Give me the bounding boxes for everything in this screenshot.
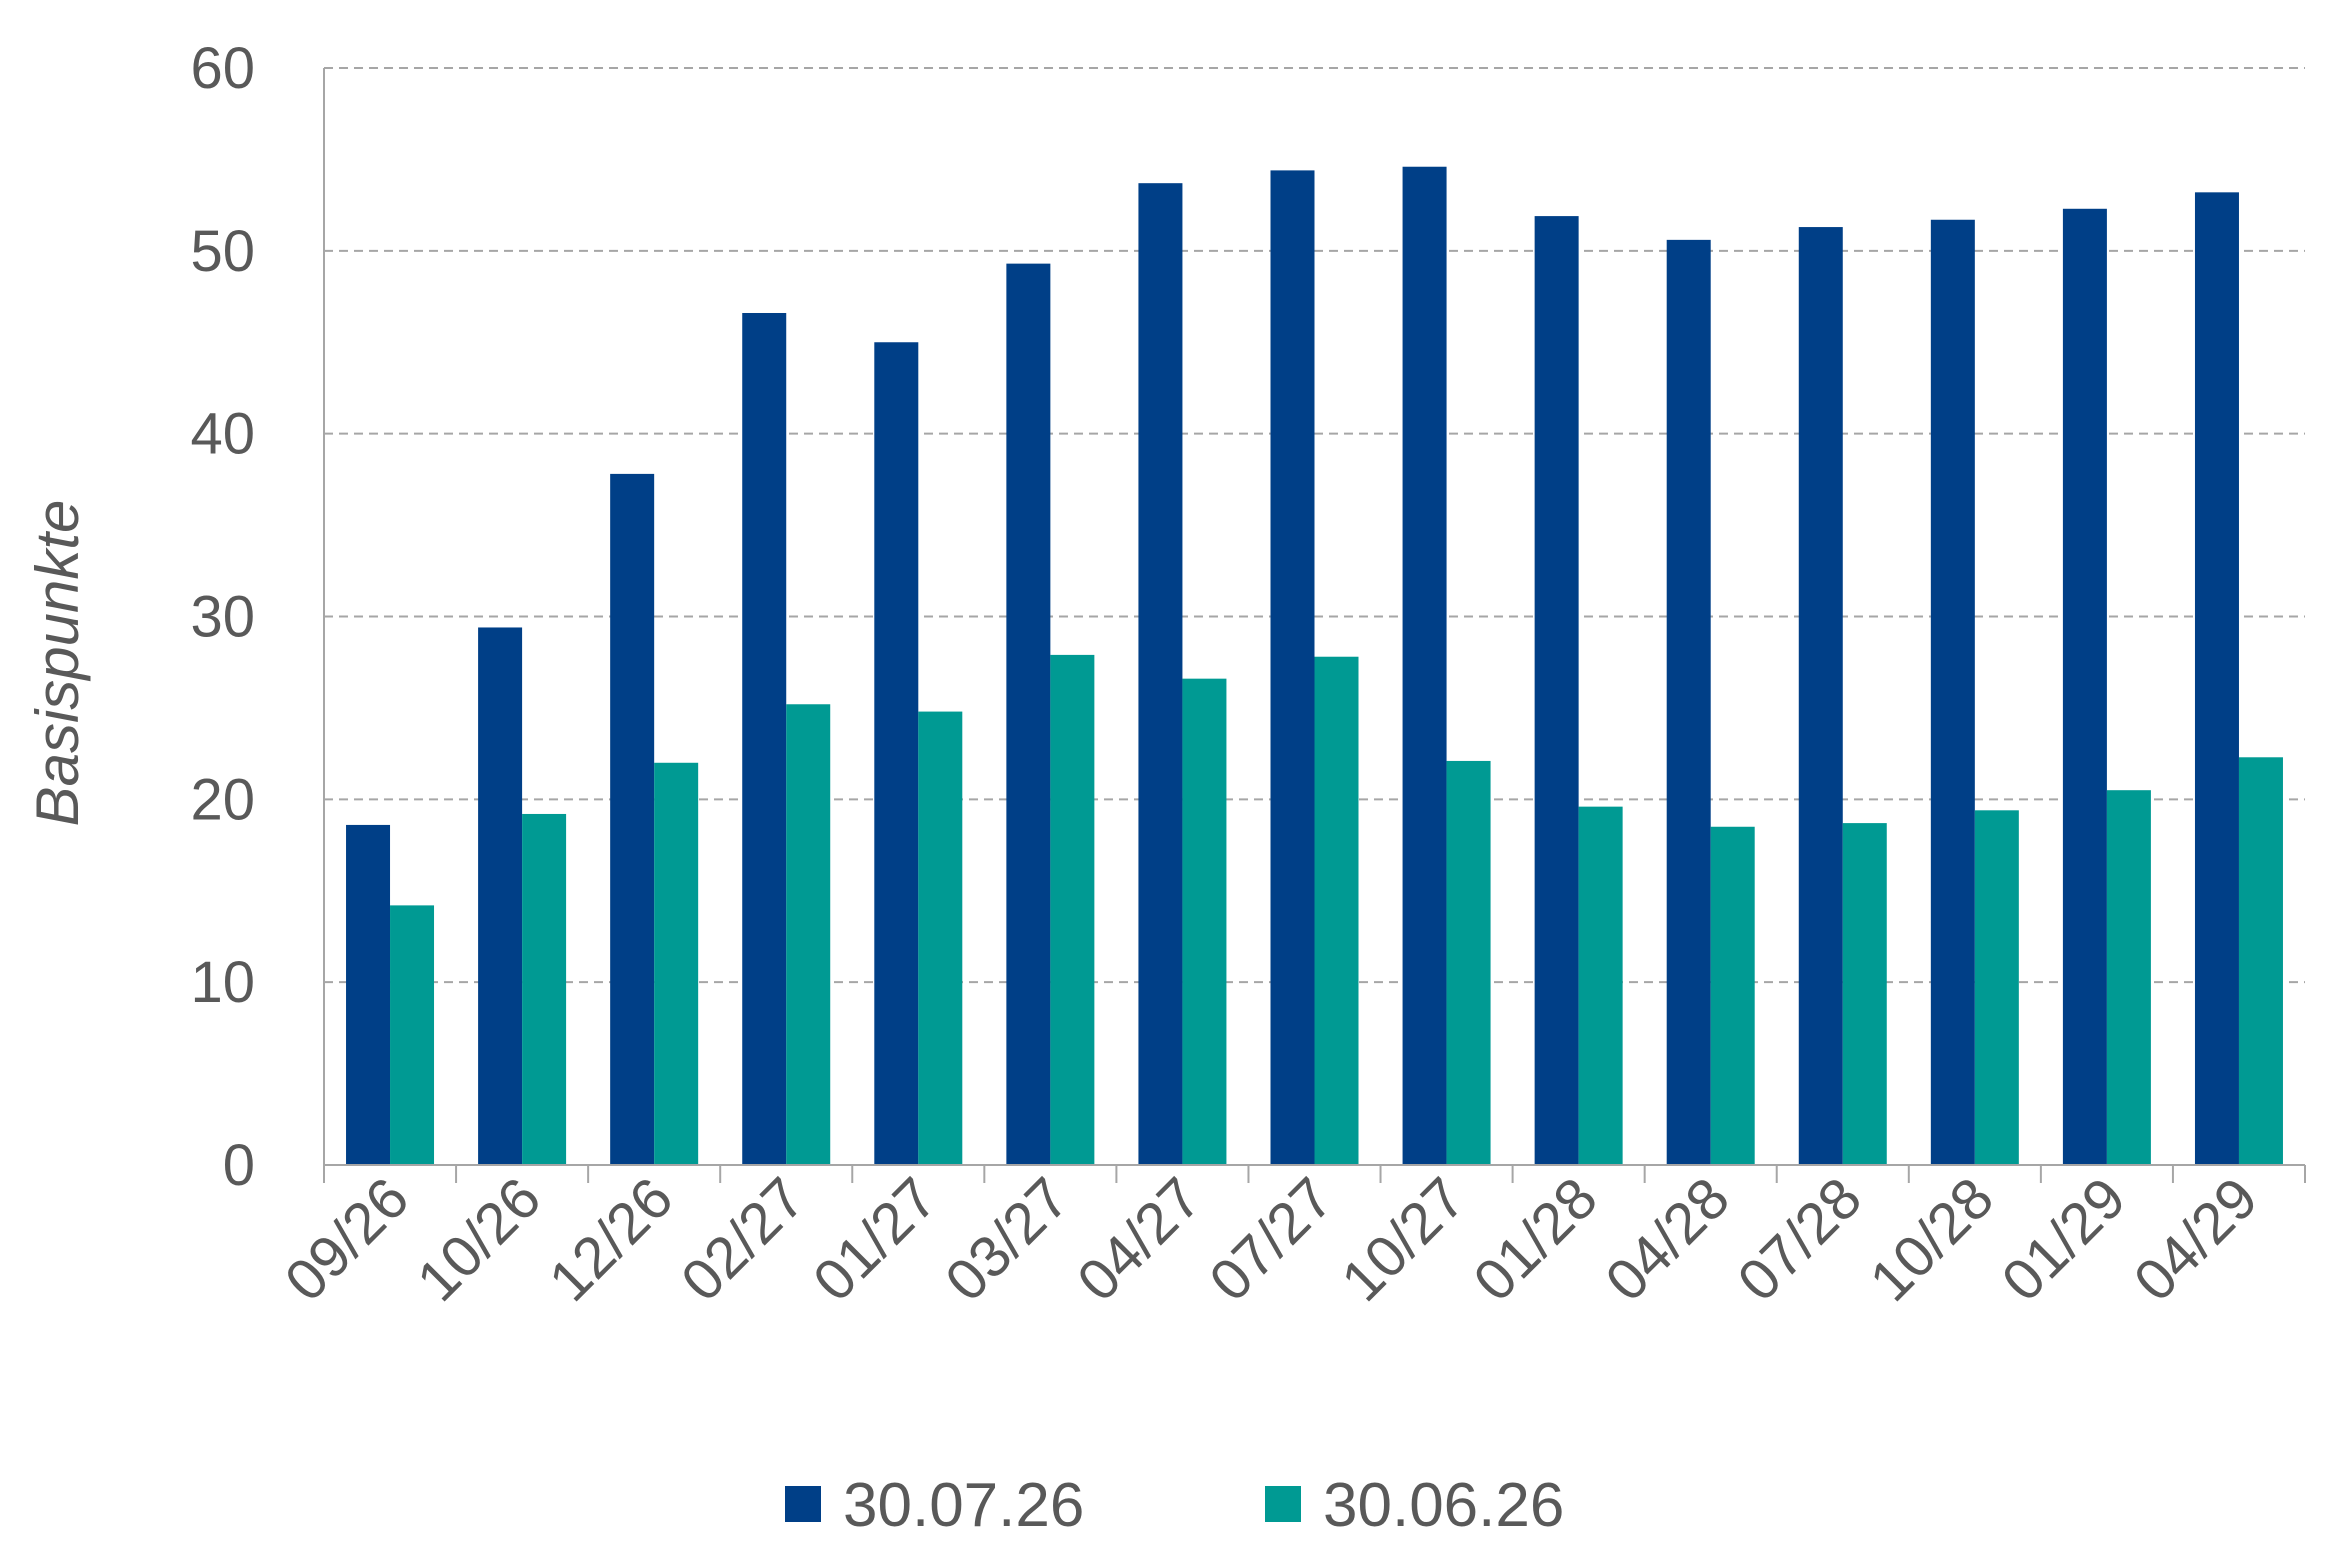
bar-series2-10-27 xyxy=(1446,760,1491,1165)
bar-series2-12-26 xyxy=(654,762,699,1165)
legend-swatch xyxy=(785,1486,821,1522)
bar-series1-07-28 xyxy=(1798,227,1843,1165)
bar-series1-12-26 xyxy=(610,473,655,1165)
x-tick-label: 01/28 xyxy=(1461,1165,1610,1314)
bar-series2-01-29 xyxy=(2106,790,2151,1165)
bar-series2-09-26 xyxy=(390,905,435,1165)
axes xyxy=(323,68,2306,1183)
x-axis-ticks: 09/2610/2612/2602/2701/2703/2704/2707/27… xyxy=(273,1165,2271,1314)
bar-series2-07-28 xyxy=(1842,823,1887,1165)
bar-series1-10-26 xyxy=(478,627,523,1165)
bar-series2-03-27 xyxy=(1050,654,1095,1165)
bar-series2-04-29 xyxy=(2238,757,2283,1165)
legend: 30.07.26 30.06.26 xyxy=(785,1471,1564,1540)
x-tick-label: 10/28 xyxy=(1857,1165,2006,1314)
y-tick-label: 40 xyxy=(190,402,255,467)
bar-series1-01-27 xyxy=(874,342,919,1165)
x-tick-label: 07/28 xyxy=(1725,1165,1874,1314)
x-tick-label: 10/26 xyxy=(405,1165,554,1314)
bar-series1-04-27 xyxy=(1138,183,1183,1165)
x-tick-label: 01/29 xyxy=(1989,1165,2138,1314)
bar-series1-10-28 xyxy=(1930,219,1975,1166)
y-tick-label: 0 xyxy=(223,1133,255,1198)
x-tick-label: 10/27 xyxy=(1329,1165,1478,1314)
bars xyxy=(346,166,2283,1166)
bar-series1-03-27 xyxy=(1006,263,1051,1165)
y-tick-label: 30 xyxy=(190,585,255,650)
legend-label: 30.07.26 xyxy=(843,1471,1084,1540)
x-tick-label: 04/28 xyxy=(1593,1165,1742,1314)
y-axis-label: Basispunkte xyxy=(24,500,91,827)
x-tick-label: 02/27 xyxy=(669,1165,818,1314)
x-tick-label: 04/27 xyxy=(1065,1165,1214,1314)
y-tick-label: 10 xyxy=(190,950,255,1015)
x-tick-label: 09/26 xyxy=(273,1165,422,1314)
legend-swatch xyxy=(1265,1486,1301,1522)
bar-series2-10-26 xyxy=(522,813,567,1165)
bar-series2-02-27 xyxy=(786,704,831,1165)
bar-series1-01-29 xyxy=(2062,208,2107,1165)
bar-series1-04-29 xyxy=(2194,192,2239,1165)
y-axis-ticks: 0 10 20 30 40 50 60 xyxy=(190,36,255,1198)
y-tick-label: 50 xyxy=(190,219,255,284)
y-tick-label: 20 xyxy=(190,767,255,832)
bar-series1-01-28 xyxy=(1534,216,1579,1166)
x-tick-label: 03/27 xyxy=(933,1165,1082,1314)
x-tick-label: 01/27 xyxy=(801,1165,950,1314)
x-tick-label: 07/27 xyxy=(1197,1165,1346,1314)
bar-series2-01-27 xyxy=(918,711,963,1165)
bar-series1-09-26 xyxy=(346,824,391,1165)
x-tick-label: 12/26 xyxy=(537,1165,686,1314)
bar-series1-10-27 xyxy=(1402,166,1447,1166)
bar-series2-01-28 xyxy=(1578,806,1623,1165)
x-tick-label: 04/29 xyxy=(2122,1165,2271,1314)
bar-series2-04-27 xyxy=(1182,678,1227,1165)
legend-label: 30.06.26 xyxy=(1323,1471,1564,1540)
bar-series2-04-28 xyxy=(1710,826,1755,1165)
bar-series2-07-27 xyxy=(1314,656,1359,1165)
bar-series1-07-27 xyxy=(1270,170,1315,1166)
bar-series2-10-28 xyxy=(1974,810,2019,1165)
y-tick-label: 60 xyxy=(190,36,255,101)
bar-series1-04-28 xyxy=(1666,239,1711,1165)
bar-series1-02-27 xyxy=(742,312,787,1165)
